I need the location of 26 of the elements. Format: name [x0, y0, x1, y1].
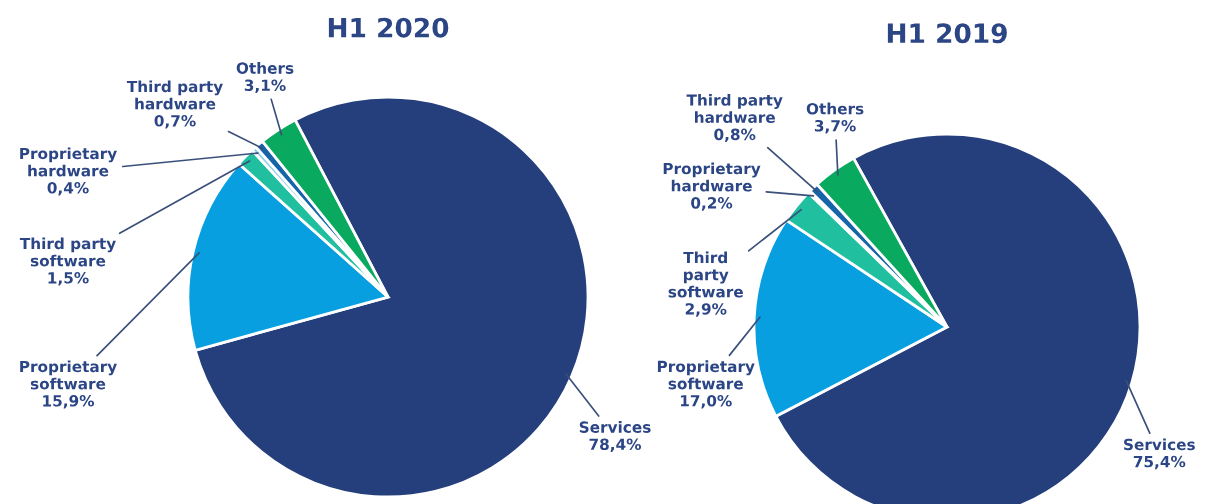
- data-label: 0,2%: [691, 197, 733, 211]
- chart-title: H1 2020: [328, 17, 449, 38]
- slice-label: Proprietary hardware: [20, 147, 117, 177]
- slice-label: Others: [236, 62, 294, 74]
- data-label: 15,9%: [43, 395, 95, 409]
- slice-label: Third party hardware: [126, 80, 223, 110]
- slice-label: Proprietary software: [657, 360, 755, 390]
- slice-label: Proprietary hardware: [663, 162, 761, 192]
- data-label: 78,4%: [589, 438, 642, 452]
- slice-label: Third party software: [19, 237, 116, 267]
- slice-label: Third party hardware: [686, 94, 783, 124]
- slice-label: Services: [579, 421, 651, 433]
- data-label: 2,9%: [685, 303, 727, 317]
- data-label: 17,0%: [680, 394, 732, 409]
- slice-label: Proprietary software: [20, 360, 117, 390]
- slice-label: Others: [806, 102, 864, 115]
- data-label: 0,7%: [154, 115, 196, 129]
- data-label: 0,8%: [714, 128, 756, 143]
- data-label: 0,4%: [47, 182, 89, 196]
- data-label: 3,7%: [814, 119, 856, 134]
- data-label: 75,4%: [1133, 455, 1186, 470]
- chart-title: H1 2019: [887, 23, 1007, 44]
- slice-label: Services: [1124, 438, 1195, 451]
- data-label: 1,5%: [48, 272, 89, 286]
- data-label: 3,1%: [244, 79, 286, 93]
- slice-label: Third party software: [668, 251, 743, 298]
